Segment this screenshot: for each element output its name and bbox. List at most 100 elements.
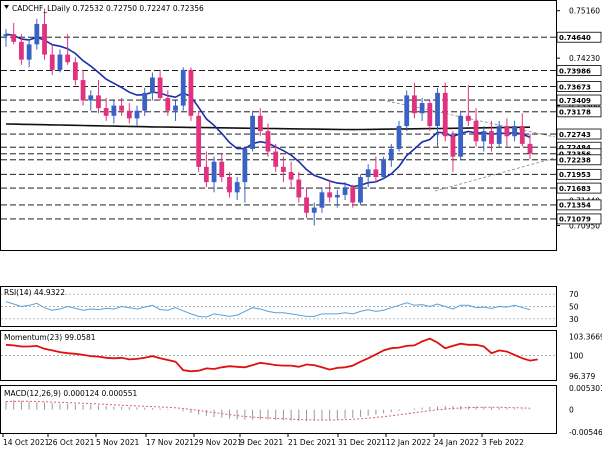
macd-panel[interactable] — [0, 385, 557, 434]
time-tick-label: 5 Nov 2021 — [96, 438, 139, 447]
candle-body — [103, 108, 109, 116]
candle-body — [119, 105, 124, 111]
price-tag-box — [556, 154, 602, 166]
momentum-label: Momentum(23) 99.0581 — [4, 333, 96, 342]
price-tag-label: 0.72743 — [559, 131, 591, 139]
candle-body — [242, 148, 248, 183]
momentum-tick-label: 100 — [569, 352, 584, 361]
candle-body — [519, 126, 525, 144]
momentum-tick-label: 103.3669 — [569, 333, 602, 342]
rsi-axis: 70 50 30 — [569, 290, 579, 324]
momentum-tick-label: 96.379 — [569, 372, 595, 381]
candle-body — [334, 194, 340, 198]
candle-body — [211, 161, 217, 183]
candle-body — [458, 115, 464, 157]
candle-body — [489, 131, 494, 144]
momentum-line — [5, 337, 538, 373]
candle-body — [296, 179, 302, 198]
price-tick-label: 0.73300 — [569, 102, 600, 111]
rsi-grid — [1, 293, 556, 320]
candle-body — [26, 44, 32, 60]
price-tag-label: 0.73673 — [559, 83, 591, 91]
candle-body — [358, 177, 363, 203]
candle-body — [134, 110, 140, 119]
candle-body — [96, 95, 101, 109]
candle-body — [250, 115, 255, 149]
candle-body — [481, 131, 487, 142]
candle-body — [327, 192, 333, 198]
candle-body — [435, 92, 440, 127]
price-tag-label: 0.73178 — [559, 109, 591, 117]
candle-body — [381, 159, 386, 178]
candle-body — [527, 143, 533, 154]
rsi-path — [5, 301, 531, 318]
candle-body — [496, 126, 502, 144]
price-tag-box — [556, 199, 602, 211]
price-tag-label: 0.71953 — [559, 171, 591, 179]
candle-body — [234, 182, 240, 193]
price-tag-box — [556, 128, 602, 140]
candle-body — [311, 207, 317, 213]
candle-body — [257, 115, 263, 132]
candle-body — [150, 77, 155, 93]
time-tick-label: 3 Feb 2022 — [482, 438, 524, 447]
candle-body — [273, 151, 279, 167]
candle-body — [3, 34, 9, 37]
price-tag-label: 0.71354 — [559, 202, 591, 210]
macd-tick-label: 0.005301 — [569, 384, 602, 393]
candle-body — [396, 126, 402, 149]
collapse-triangle-icon[interactable] — [4, 5, 9, 9]
candle-body — [412, 95, 417, 114]
time-tick-label: 9 Dec 2021 — [240, 438, 283, 447]
momentum-axis: 103.3669 100 96.379 — [569, 333, 602, 381]
rsi-tick-label: 50 — [569, 303, 579, 312]
price-level-tags: 0.74640 0.73986 0.73673 0.73409 0.73178 0.727… — [556, 31, 602, 225]
candle-body — [196, 115, 202, 167]
candle-body — [126, 110, 132, 119]
time-tick-label: 24 Jan 2022 — [434, 438, 479, 447]
time-tick-label: 29 Nov 2021 — [194, 438, 242, 447]
candle-body — [373, 169, 379, 178]
candle-body — [19, 41, 24, 60]
macd-label: MACD(12,26,9) 0.000124 0.000551 — [4, 389, 138, 398]
price-tag-label: 0.71683 — [559, 185, 591, 193]
candle-body — [49, 54, 55, 70]
rsi-label: RSI(14) 44.9322 — [4, 288, 65, 297]
candle-body — [142, 92, 148, 111]
triangle-lower-line — [434, 157, 556, 192]
momentum-path — [5, 337, 538, 373]
candles — [3, 8, 533, 226]
horizontal-levels — [1, 36, 556, 220]
candle-body — [219, 161, 225, 178]
rsi-tick-label: 30 — [569, 315, 579, 324]
time-tick-label: 31 Dec 2021 — [338, 438, 386, 447]
price-tick-label: 0.75160 — [569, 7, 600, 16]
candle-body — [450, 136, 456, 157]
candle-body — [419, 103, 425, 114]
macd-tick-label: 0 — [569, 406, 574, 415]
candle-body — [319, 192, 325, 208]
candle-body — [473, 120, 479, 142]
candle-body — [388, 148, 394, 160]
candle-body — [350, 187, 356, 203]
price-tick-label: 0.74230 — [569, 54, 600, 63]
macd-tick-label: -0.005469 — [569, 428, 602, 437]
candle-body — [365, 169, 371, 178]
candle-body — [157, 77, 163, 98]
price-tag-box — [556, 94, 602, 106]
candle-body — [504, 126, 510, 137]
candle-body — [227, 177, 232, 193]
candle-body — [65, 54, 71, 63]
price-tag-label: 0.72238 — [559, 157, 591, 165]
time-tick-label: 26 Oct 2021 — [48, 438, 95, 447]
candle-body — [57, 54, 63, 70]
candle-body — [288, 171, 294, 180]
price-tag-label: 0.74640 — [559, 34, 591, 42]
candle-body — [465, 115, 471, 121]
price-tag-box — [556, 213, 602, 225]
triangle-upper-line — [386, 100, 556, 138]
price-tag-box — [556, 65, 602, 76]
